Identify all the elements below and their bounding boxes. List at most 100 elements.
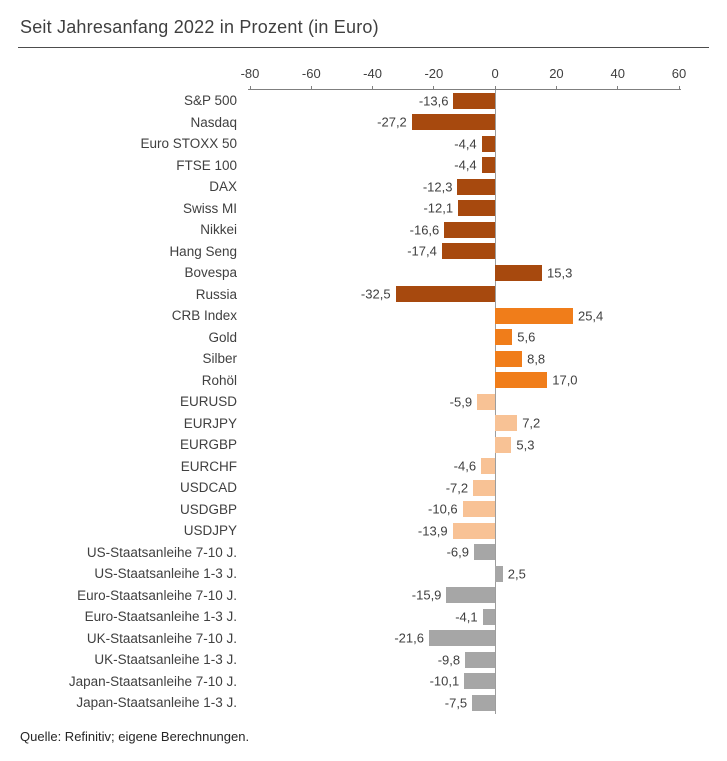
bar (473, 544, 496, 561)
category-label: Euro STOXX 50 (140, 136, 237, 152)
category-label: US-Staatsanleihe 7-10 J. (86, 544, 237, 560)
value-label: 5,6 (517, 329, 536, 345)
category-label: CRB Index (171, 308, 237, 324)
category-label: S&P 500 (183, 93, 237, 109)
x-axis-tick-label: -40 (363, 66, 382, 81)
chart-row: US-Staatsanleihe 1-3 J. 2,5 (18, 563, 679, 585)
chart-row: Gold 5,6 (18, 327, 679, 349)
chart-row: US-Staatsanleihe 7-10 J. -6,9 (18, 542, 679, 564)
value-label: -9,8 (437, 652, 461, 668)
x-axis-tick-label: 0 (491, 66, 499, 81)
chart-row: Hang Seng -17,4 (18, 241, 679, 263)
category-label: Rohöl (201, 372, 237, 388)
plot-cell: -27,2 (250, 112, 679, 134)
category-label: FTSE 100 (176, 157, 237, 173)
chart-row: Nasdaq -27,2 (18, 112, 679, 134)
value-label: -7,2 (445, 480, 469, 496)
plot-cell: 8,8 (250, 348, 679, 370)
bar (395, 286, 496, 303)
plot-cell: -17,4 (250, 241, 679, 263)
plot-cell: -7,2 (250, 477, 679, 499)
x-axis-tick-label: -80 (240, 66, 260, 81)
chart-row: USDJPY -13,9 (18, 520, 679, 542)
bar (495, 350, 523, 367)
plot-cell: -12,3 (250, 176, 679, 198)
title-divider (18, 47, 709, 48)
plot-cell: -21,6 (250, 628, 679, 650)
plot-cell: 7,2 (250, 413, 679, 435)
category-label: USDJPY (183, 523, 237, 539)
value-label: -10,6 (428, 501, 458, 517)
value-label: -17,4 (407, 243, 437, 259)
chart-row: CRB Index 25,4 (18, 305, 679, 327)
plot-cell: -5,9 (250, 391, 679, 413)
bar (462, 501, 496, 518)
category-label: Euro-Staatsanleihe 1-3 J. (84, 609, 237, 625)
value-label: -5,9 (449, 394, 473, 410)
category-label: USDCAD (179, 480, 237, 496)
x-axis-tick-mark (249, 86, 251, 90)
plot-cell: -4,6 (250, 456, 679, 478)
bar (458, 200, 496, 217)
bar (452, 522, 496, 539)
bar (477, 393, 496, 410)
plot-cell: 5,6 (250, 327, 679, 349)
category-label: Gold (208, 329, 237, 345)
report-page: Seit Jahresanfang 2022 in Prozent (in Eu… (18, 17, 709, 744)
bar (457, 178, 496, 195)
chart-row: EURUSD -5,9 (18, 391, 679, 413)
bar (465, 651, 496, 668)
plot-cell: -15,9 (250, 585, 679, 607)
x-axis-tick-label: 60 (671, 66, 687, 81)
chart-row: FTSE 100 -4,4 (18, 155, 679, 177)
value-label: 25,4 (577, 308, 604, 324)
plot-cell: -10,1 (250, 671, 679, 693)
chart-row: EURJPY 7,2 (18, 413, 679, 435)
plot-cell: -6,9 (250, 542, 679, 564)
category-label: US-Staatsanleihe 1-3 J. (94, 566, 237, 582)
bar (444, 221, 496, 238)
value-label: -16,6 (409, 222, 440, 238)
value-label: 5,3 (516, 437, 535, 453)
category-label: Silber (202, 351, 237, 367)
bar (481, 157, 496, 174)
x-axis-tick-label: 20 (549, 66, 564, 81)
x-axis: -80 -60 -40 -20 0 20 40 60 (241, 56, 686, 90)
chart-row: Bovespa 15,3 (18, 262, 679, 284)
plot-cell: 2,5 (250, 563, 679, 585)
category-label: Nikkei (200, 222, 237, 238)
value-label: -10,1 (429, 673, 460, 689)
chart-title: Seit Jahresanfang 2022 in Prozent (in Eu… (20, 17, 379, 37)
value-label: -15,9 (411, 587, 442, 603)
chart-row: Euro-Staatsanleihe 7-10 J. -15,9 (18, 585, 679, 607)
x-axis-tick-label: -60 (301, 66, 321, 81)
value-label: 2,5 (507, 566, 526, 582)
bar (495, 264, 543, 281)
plot-cell: -16,6 (250, 219, 679, 241)
chart-row: Nikkei -16,6 (18, 219, 679, 241)
category-label: Swiss MI (183, 200, 237, 216)
value-label: -32,5 (360, 286, 391, 302)
chart-row: USDCAD -7,2 (18, 477, 679, 499)
category-label: EURGBP (179, 437, 237, 453)
x-axis-tick-label: -20 (424, 66, 444, 81)
bar (481, 135, 496, 152)
value-label: -4,6 (453, 458, 477, 474)
plot-cell: 15,3 (250, 262, 679, 284)
plot-cell: -13,6 (250, 90, 679, 112)
chart-row: DAX -12,3 (18, 176, 679, 198)
x-axis-tick-mark (555, 86, 557, 90)
category-label: UK-Staatsanleihe 1-3 J. (94, 652, 237, 668)
chart-row: Euro STOXX 50 -4,4 (18, 133, 679, 155)
value-label: 17,0 (552, 372, 578, 388)
bar (495, 565, 503, 582)
plot-cell: -13,9 (250, 520, 679, 542)
x-axis-tick-mark (494, 86, 496, 90)
bar (411, 114, 496, 131)
x-axis-tick-mark (678, 86, 680, 90)
chart-row: EURCHF -4,6 (18, 456, 679, 478)
category-label: UK-Staatsanleihe 7-10 J. (86, 630, 237, 646)
chart-row: UK-Staatsanleihe 7-10 J. -21,6 (18, 628, 679, 650)
plot-cell: -12,1 (250, 198, 679, 220)
value-label: -12,3 (422, 179, 453, 195)
